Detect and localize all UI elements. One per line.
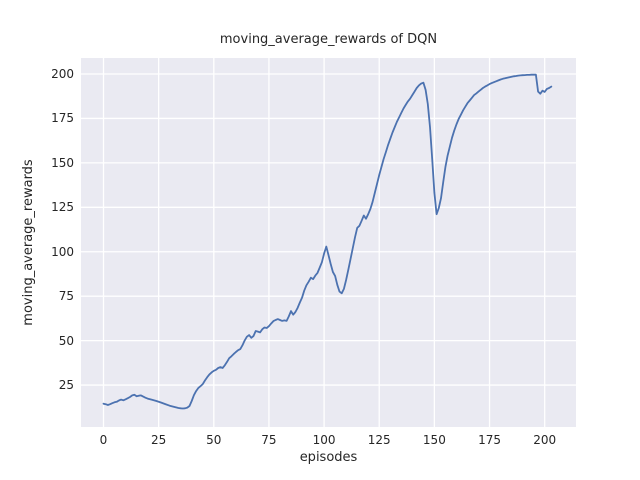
y-axis-label: moving_average_rewards (21, 159, 36, 326)
y-tick-label: 25 (58, 378, 74, 393)
x-tick-label: 25 (151, 433, 167, 447)
grid-lines (81, 58, 576, 427)
x-tick-label: 175 (478, 433, 501, 447)
y-tick-label: 125 (51, 200, 74, 215)
x-tick-label: 75 (261, 433, 277, 447)
x-tick-label: 50 (206, 433, 222, 447)
chart-title: moving_average_rewards of DQN (219, 32, 438, 47)
y-tick-label: 50 (58, 333, 74, 348)
x-tick-label: 150 (422, 433, 446, 447)
x-tick-label: 125 (367, 433, 391, 447)
y-tick-label: 175 (51, 111, 74, 126)
dqn-line-series (102, 73, 553, 410)
y-tick-label: 200 (51, 66, 74, 81)
y-tick-label: 100 (51, 244, 74, 259)
x-axis-label: episodes (299, 450, 358, 465)
y-tick-label: 150 (51, 155, 74, 170)
y-tick-label: 75 (58, 289, 74, 304)
x-tick-label: 100 (312, 433, 336, 447)
x-tick-label: 200 (533, 433, 557, 447)
x-tick-label: 0 (99, 433, 108, 447)
plot-area (81, 58, 576, 427)
chart-canvas (81, 58, 576, 427)
